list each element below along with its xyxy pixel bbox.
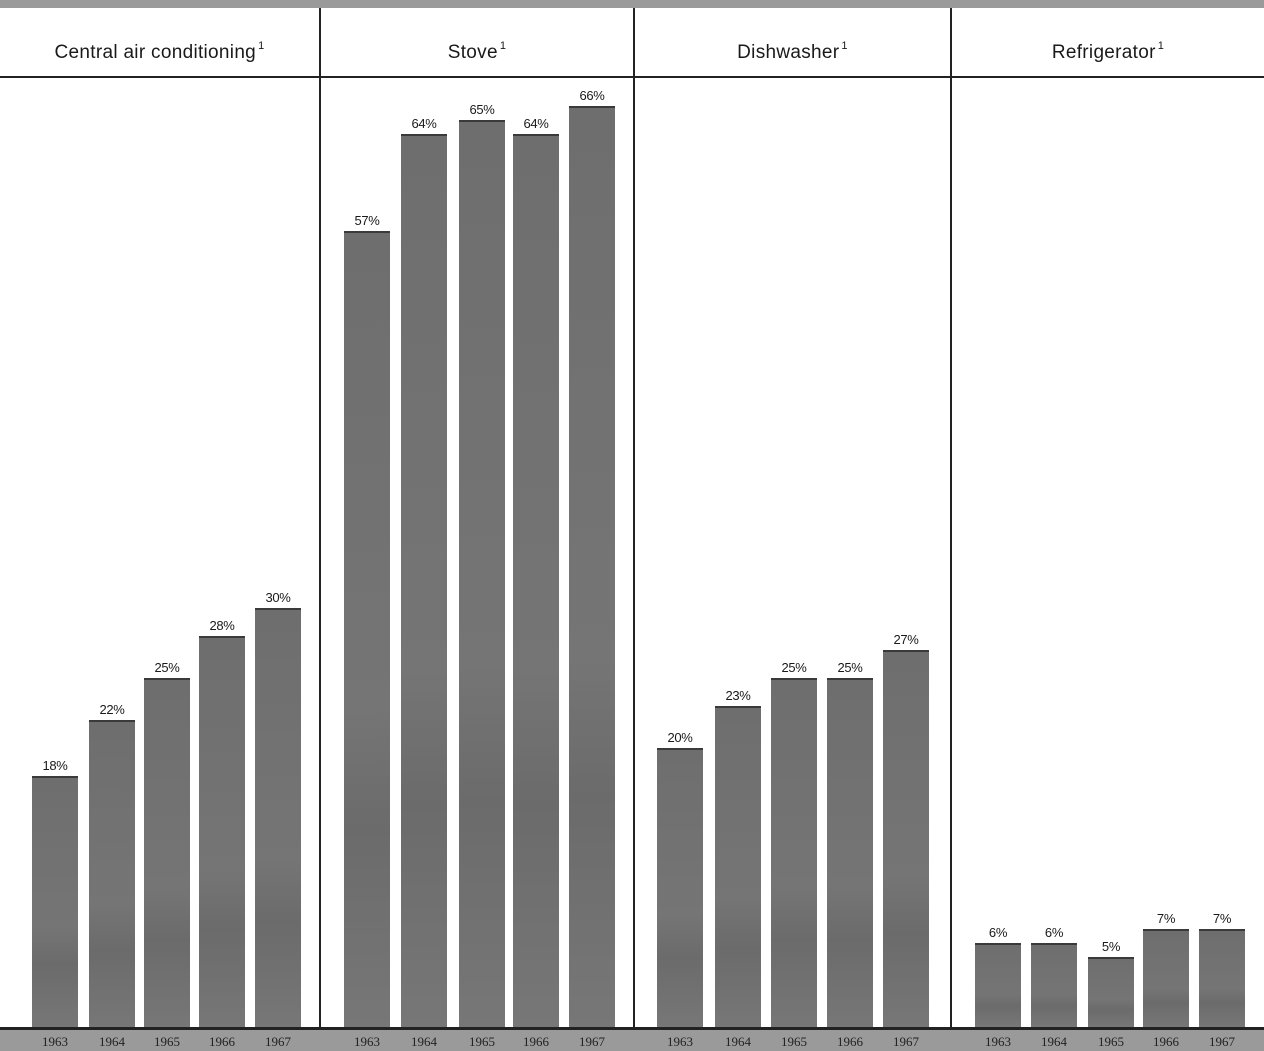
x-tick-label: 1967 [1209, 1034, 1235, 1049]
data-label: 22% [99, 701, 125, 717]
data-label: 18% [42, 757, 68, 773]
bar [32, 775, 78, 1027]
panel-title: Stove 1 [321, 8, 633, 78]
x-tick-label: 1964 [411, 1034, 437, 1049]
panel-title-text: Dishwasher [737, 42, 840, 63]
x-axis-baseline [0, 1027, 1264, 1030]
x-tick-label: 1966 [1153, 1034, 1179, 1049]
bar [144, 678, 190, 1027]
bar [827, 678, 873, 1027]
x-tick-label: 1966 [209, 1034, 235, 1049]
data-label: 25% [781, 660, 807, 675]
panel-title-text: Stove [447, 42, 498, 63]
panel-title: Dishwasher 1 [635, 8, 950, 78]
bar [513, 133, 559, 1027]
data-label: 7% [1156, 911, 1176, 927]
bar [657, 747, 703, 1027]
panel-divider [633, 8, 635, 1030]
bar [344, 231, 390, 1027]
bar [1199, 929, 1245, 1027]
bar [401, 133, 447, 1027]
data-label: 64% [411, 115, 437, 131]
bar [569, 105, 615, 1027]
data-label: 25% [154, 660, 180, 675]
data-label: 25% [837, 660, 863, 675]
data-label: 30% [265, 590, 291, 606]
panel-divider [319, 8, 321, 1030]
data-label: 27% [893, 632, 919, 648]
panel-title-text: Central air conditioning [54, 42, 257, 63]
data-label: 64% [523, 115, 549, 131]
x-tick-label: 1967 [893, 1034, 919, 1049]
data-label: 5% [1101, 939, 1121, 955]
x-tick-label: 1964 [99, 1034, 125, 1049]
bar [255, 608, 301, 1027]
x-tick-label: 1966 [837, 1034, 863, 1049]
x-tick-label: 1963 [354, 1034, 380, 1049]
x-tick-label: 1965 [781, 1034, 807, 1049]
bar [771, 678, 817, 1027]
bar [199, 636, 245, 1027]
data-label: 66% [579, 87, 605, 103]
x-tick-label: 1965 [154, 1034, 180, 1049]
panel-title: Central air conditioning 1 [0, 8, 319, 78]
x-tick-label: 1964 [1041, 1034, 1067, 1049]
bar [1143, 929, 1189, 1027]
chart-panel: Refrigerator 1 [952, 8, 1264, 1030]
data-label: 20% [667, 729, 693, 745]
panel-title-text: Refrigerator [1051, 42, 1156, 63]
data-label: 6% [988, 925, 1008, 941]
bar [883, 650, 929, 1027]
bar [715, 705, 761, 1027]
x-tick-label: 1967 [579, 1034, 605, 1049]
footnote-marker: 1 [499, 40, 507, 52]
x-tick-label: 1964 [725, 1034, 751, 1049]
x-tick-label: 1965 [469, 1034, 495, 1049]
bar [975, 943, 1021, 1027]
footnote-marker: 1 [258, 40, 265, 52]
data-label: 65% [469, 101, 495, 117]
panel-divider [950, 8, 952, 1030]
bar [1031, 943, 1077, 1027]
data-label: 7% [1212, 911, 1232, 927]
x-tick-label: 1963 [667, 1034, 693, 1049]
footnote-marker: 1 [1157, 40, 1165, 52]
x-tick-label: 1963 [985, 1034, 1011, 1049]
bar [459, 119, 505, 1027]
x-tick-label: 1966 [523, 1034, 549, 1049]
data-label: 6% [1044, 925, 1064, 941]
x-tick-label: 1967 [265, 1034, 291, 1049]
data-label: 28% [209, 618, 235, 634]
panel-title: Refrigerator 1 [952, 8, 1264, 78]
footnote-marker: 1 [841, 40, 848, 52]
x-tick-label: 1965 [1098, 1034, 1124, 1049]
bar [89, 719, 135, 1027]
data-label: 57% [354, 213, 380, 229]
bar [1088, 957, 1134, 1027]
data-label: 23% [725, 687, 751, 703]
x-tick-label: 1963 [42, 1034, 68, 1049]
